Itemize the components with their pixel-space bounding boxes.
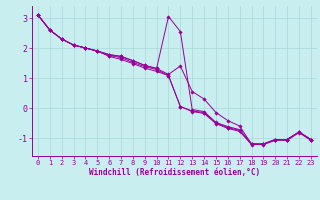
X-axis label: Windchill (Refroidissement éolien,°C): Windchill (Refroidissement éolien,°C) xyxy=(89,168,260,177)
